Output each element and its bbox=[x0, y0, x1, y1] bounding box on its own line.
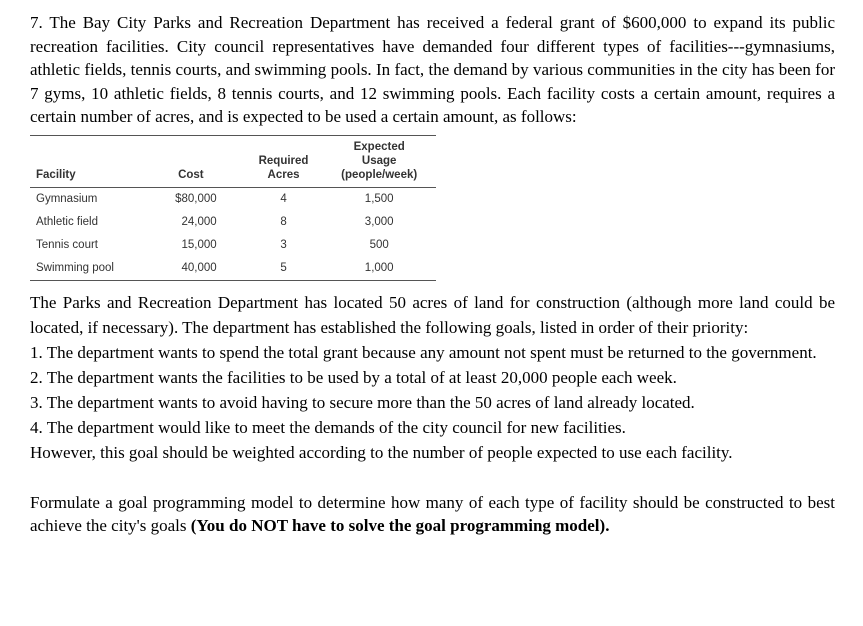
cell-facility: Swimming pool bbox=[36, 262, 114, 274]
cell-usage: 3,000 bbox=[364, 216, 394, 228]
facility-table: Facility Cost Required Acres Expected Us… bbox=[30, 134, 436, 281]
cell-usage: 1,500 bbox=[364, 193, 394, 205]
goal-2: 2. The department wants the facilities t… bbox=[30, 367, 677, 387]
cell-facility: Tennis court bbox=[36, 239, 99, 251]
cell-acres: 5 bbox=[280, 262, 287, 274]
cell-facility: Gymnasium bbox=[36, 193, 98, 205]
col-header-required-acres: Required Acres bbox=[244, 135, 323, 188]
goal-4-note: However, this goal should be weighted ac… bbox=[30, 442, 733, 462]
cell-cost: 24,000 bbox=[181, 216, 217, 228]
closing-bold-text: (You do NOT have to solve the goal progr… bbox=[190, 516, 610, 535]
facility-table-container: Facility Cost Required Acres Expected Us… bbox=[30, 134, 436, 281]
cell-facility: Athletic field bbox=[36, 216, 99, 228]
cell-acres: 4 bbox=[280, 193, 287, 205]
col-header-cost: Cost bbox=[137, 135, 245, 188]
cell-cost: $80,000 bbox=[175, 193, 217, 205]
facility-table-header: Facility Cost Required Acres Expected Us… bbox=[30, 135, 436, 188]
cell-cost: 15,000 bbox=[181, 239, 217, 251]
header-row: Facility Cost Required Acres Expected Us… bbox=[30, 135, 436, 188]
table-row: Gymnasium $80,000 4 1,500 bbox=[30, 187, 436, 211]
closing-text: Formulate a goal programming model to de… bbox=[30, 492, 835, 536]
facility-table-body: Gymnasium $80,000 4 1,500 Athletic field… bbox=[30, 187, 436, 280]
cell-usage: 500 bbox=[369, 239, 389, 251]
cell-acres: 8 bbox=[280, 216, 287, 228]
table-row: Swimming pool 40,000 5 1,000 bbox=[30, 257, 436, 281]
goal-3: 3. The department wants to avoid having … bbox=[30, 392, 695, 412]
cell-acres: 3 bbox=[280, 239, 287, 251]
closing-paragraph: Formulate a goal programming model to de… bbox=[30, 491, 835, 538]
goal-1: 1. The department wants to spend the tot… bbox=[30, 342, 817, 362]
col-header-expected-usage: Expected Usage (people/week) bbox=[322, 135, 436, 188]
land-paragraph: The Parks and Recreation Department has … bbox=[30, 292, 835, 337]
goals-list: 1. The department wants to spend the tot… bbox=[30, 340, 835, 465]
table-row: Tennis court 15,000 3 500 bbox=[30, 234, 436, 257]
col-header-facility: Facility bbox=[30, 135, 138, 188]
goal-4: 4. The department would like to meet the… bbox=[30, 417, 626, 437]
intro-paragraph: 7. The Bay City Parks and Recreation Dep… bbox=[30, 13, 835, 126]
cell-cost: 40,000 bbox=[181, 262, 217, 274]
table-row: Athletic field 24,000 8 3,000 bbox=[30, 211, 436, 234]
cell-usage: 1,000 bbox=[364, 262, 394, 274]
